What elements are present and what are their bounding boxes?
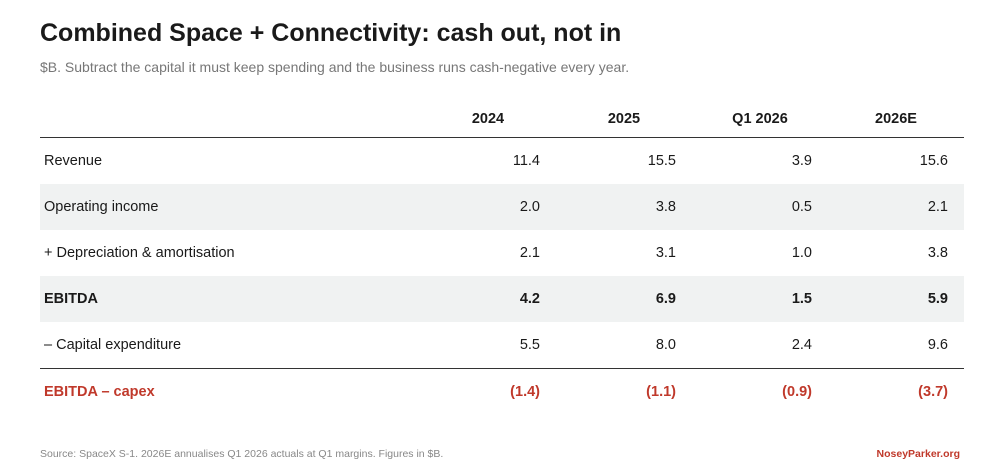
table-cell: 3.8 <box>927 245 948 261</box>
table-row-operating-income: Operating income 2.0 3.8 0.5 2.1 <box>40 184 964 230</box>
table-cell: 6.9 <box>655 291 676 307</box>
table-cell: 1.0 <box>791 245 812 261</box>
table-cell: 2.4 <box>791 337 812 353</box>
table-cell: 5.5 <box>519 337 540 353</box>
table-cell: 11.4 <box>512 153 540 169</box>
table-cell: 3.9 <box>791 153 812 169</box>
table-cell: 9.6 <box>927 337 948 353</box>
table-cell: 2.0 <box>519 199 540 215</box>
table-cell: (0.9) <box>782 384 812 400</box>
row-label: EBITDA <box>44 291 98 307</box>
table-cell: 5.9 <box>927 291 948 307</box>
table-cell: 3.8 <box>655 199 676 215</box>
table-cell: 1.5 <box>791 291 812 307</box>
table-cell: (3.7) <box>918 384 948 400</box>
table-cell: 15.6 <box>919 153 948 169</box>
page-subtitle: $B. Subtract the capital it must keep sp… <box>40 59 630 75</box>
row-label: + Depreciation & amortisation <box>44 245 235 261</box>
row-label: – Capital expenditure <box>44 337 182 353</box>
source-note: Source: SpaceX S-1. 2026E annualises Q1 … <box>40 448 444 460</box>
table-row-ebitda: EBITDA 4.2 6.9 1.5 5.9 <box>40 276 964 322</box>
table-row-ebitda-minus-capex: EBITDA – capex (1.4) (1.1) (0.9) (3.7) <box>40 368 964 415</box>
column-header-2024: 2024 <box>471 110 505 127</box>
row-label: Revenue <box>44 153 103 169</box>
table-header-row: 2024 2025 Q1 2026 2026E <box>40 100 964 138</box>
table-cell: 15.5 <box>647 153 676 169</box>
brand-credit: NoseyParker.org <box>876 448 960 460</box>
table-cell: 8.0 <box>655 337 676 353</box>
column-header-2025: 2025 <box>607 110 641 127</box>
table-row-revenue: Revenue 11.4 15.5 3.9 15.6 <box>40 138 964 184</box>
table-cell: 2.1 <box>927 199 948 215</box>
table-cell: (1.1) <box>646 384 676 400</box>
table-cell: 0.5 <box>791 199 812 215</box>
table-cell: (1.4) <box>510 384 540 400</box>
table-cell: 3.1 <box>655 245 676 261</box>
row-label: Operating income <box>44 199 159 215</box>
row-label: EBITDA – capex <box>44 384 155 400</box>
table-cell: 2.1 <box>519 245 540 261</box>
column-header-2026e: 2026E <box>875 110 917 127</box>
page-title: Combined Space + Connectivity: cash out,… <box>40 19 622 47</box>
table-row-depreciation: + Depreciation & amortisation 2.1 3.1 1.… <box>40 230 964 276</box>
column-header-q1-2026: Q1 2026 <box>732 110 788 127</box>
financial-table: 2024 2025 Q1 2026 2026E Revenue 11.4 15.… <box>40 100 964 415</box>
table-cell: 4.2 <box>519 291 540 307</box>
table-row-capex: – Capital expenditure 5.5 8.0 2.4 9.6 <box>40 322 964 368</box>
